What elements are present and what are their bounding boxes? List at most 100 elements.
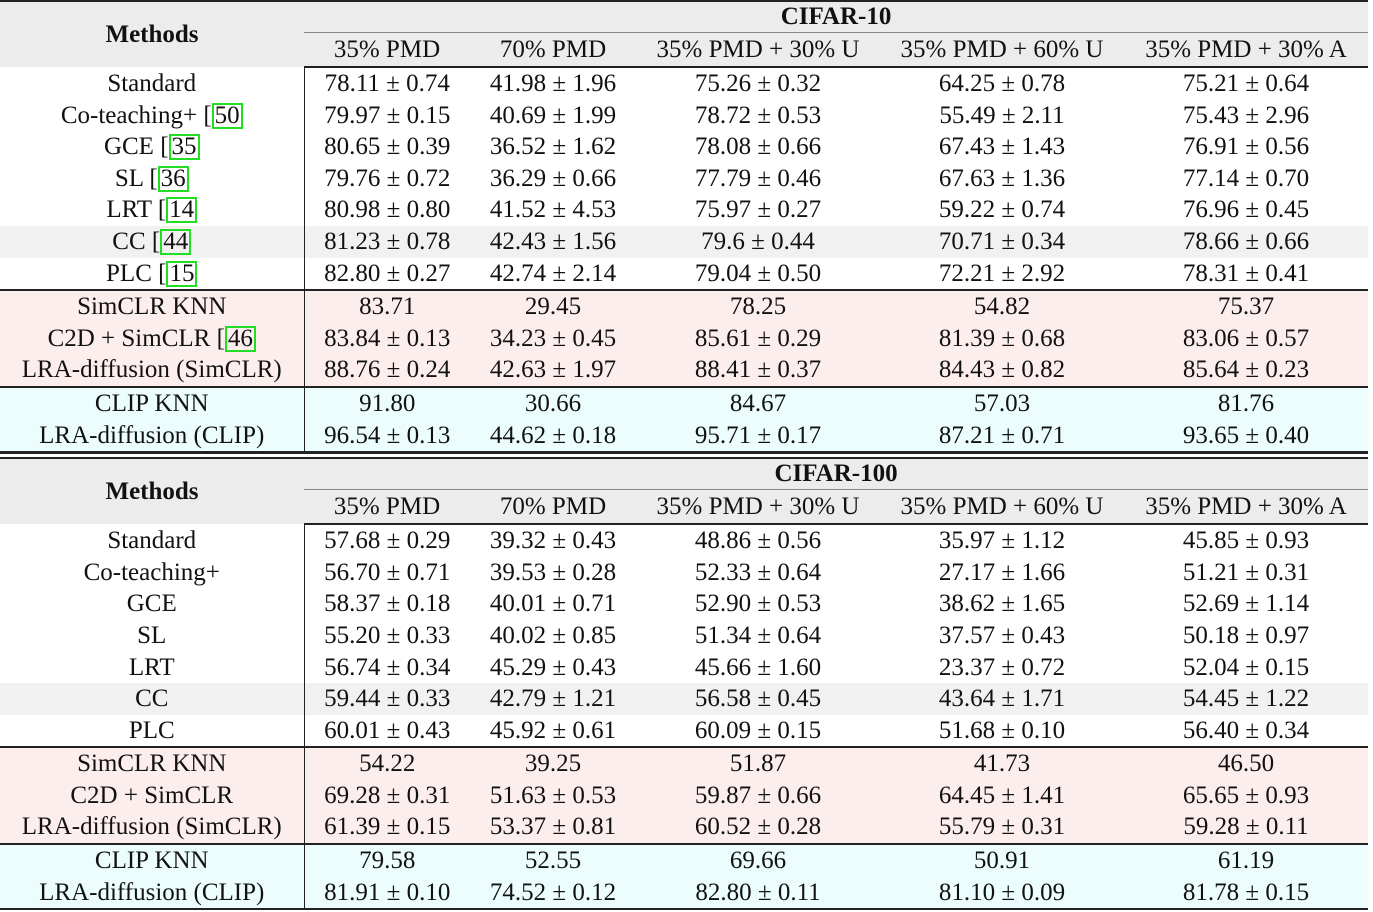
value-cell: 50.91 [880,843,1124,877]
value-cell: 75.37 [1124,289,1369,323]
value-cell: 45.85 ± 0.93 [1182,527,1310,555]
method-name: SimCLR KNN [77,293,227,321]
value-cell: 85.61 ± 0.29 [694,324,822,352]
value-cell: 53.37 ± 0.81 [489,813,617,841]
citation-link[interactable]: 14 [166,197,198,224]
value-cell: 81.23 ± 0.78 [324,227,451,255]
value-cell: 79.76 ± 0.72 [324,164,451,192]
table-row: SimCLR KNN 54.22 39.25 51.87 41.73 46.50 [0,746,1369,780]
table-row: LRA-diffusion (SimCLR) 88.76 ± 0.24 42.63 … [0,354,1369,387]
value-cell: 41.52 ± 4.53 [489,196,617,224]
methods-header: Methods [0,457,304,525]
value-cell: 51.63 ± 0.53 [489,781,617,809]
method-name: SL [137,621,167,649]
value-cell: 48.86 ± 0.56 [694,527,822,555]
column-header: 35% PMD + 60% U [880,489,1124,526]
value-cell: 36.29 ± 0.66 [489,164,617,192]
method-cell: GCE [35 [0,131,305,163]
value-cell: 29.45 [470,289,636,323]
value-cell: 83.71 [304,289,470,323]
value-cell: 59.87 ± 0.66 [694,781,822,809]
value-cell: 78.11 ± 0.74 [324,70,450,97]
table-row: SL 55.20 ± 0.33 40.02 ± 0.85 51.34 ± 0.64 37… [0,619,1368,652]
method-name: Co-teaching+ [83,558,220,586]
table-row: C2D + SimCLR [46 83.84 ± 0.13 34.23 ± 0.45… [0,322,1369,355]
value-cell: 67.63 ± 1.36 [938,164,1066,192]
cifar100-table: Methods CIFAR-100 35% PMD 70% PMD 35% PM… [0,457,1369,911]
column-header: 35% PMD + 60% U [880,32,1124,68]
value-cell: 36.52 ± 1.62 [489,133,617,161]
table-row: GCE [35 80.65 ± 0.39 36.52 ± 1.62 78.08 ± 0… [0,131,1368,163]
value-cell: 84.67 [636,385,880,420]
value-cell: 59.28 ± 0.11 [1183,813,1309,841]
value-cell: 54.82 [880,289,1124,323]
value-cell: 88.41 ± 0.37 [694,356,822,384]
value-cell: 30.66 [470,385,636,420]
method-name: PLC [128,716,175,744]
value-cell: 51.34 ± 0.64 [694,621,822,649]
value-cell: 55.20 ± 0.33 [324,621,451,649]
citation-link[interactable]: 36 [157,165,189,192]
method-cell: LRA-diffusion (SimCLR) [0,811,305,845]
method-cell: LRT [0,651,305,684]
value-cell: 79.6 ± 0.44 [701,227,815,255]
value-cell: 75.26 ± 0.32 [694,70,822,97]
value-cell: 44.62 ± 0.18 [470,419,636,454]
method-cell: CC [44 [0,225,305,258]
value-cell: 59.22 ± 0.74 [938,196,1066,224]
value-cell: 51.21 ± 0.31 [1182,558,1310,586]
value-cell: 41.73 [880,746,1124,780]
method-cell: CC [0,683,305,715]
value-cell: 93.65 ± 0.40 [1124,419,1369,454]
method-name: C2D + SimCLR [70,781,234,809]
citation-link[interactable]: 15 [166,260,198,287]
value-cell: 54.22 [304,746,470,780]
value-cell: 52.55 [470,843,636,877]
value-cell: 87.21 ± 0.71 [880,419,1124,454]
value-cell: 76.91 ± 0.56 [1182,133,1310,161]
method-cell: PLC [15 [0,257,305,291]
value-cell: 52.04 ± 0.15 [1182,653,1310,681]
method-cell: C2D + SimCLR [46 [0,322,305,355]
value-cell: 56.58 ± 0.45 [694,685,822,713]
cifar10-table: Methods CIFAR-10 35% PMD 70% PMD 35% PMD… [0,0,1369,454]
method-cell: LRA-diffusion (CLIP) [0,419,305,454]
value-cell: 80.98 ± 0.80 [324,196,451,224]
citation-link[interactable]: 44 [160,228,192,255]
value-cell: 45.66 ± 1.60 [694,653,822,681]
method-cell: PLC [0,714,305,748]
value-cell: 60.52 ± 0.28 [694,813,822,841]
value-cell: 46.50 [1124,746,1369,780]
value-cell: 56.70 ± 0.71 [324,558,451,586]
citation-link[interactable]: 50 [211,102,243,129]
table-row: Co-teaching+ 56.70 ± 0.71 39.53 ± 0.28 52.3… [0,556,1368,589]
value-cell: 85.64 ± 0.23 [1182,356,1310,384]
column-header: 70% PMD [470,489,636,526]
citation-link[interactable]: 46 [224,325,256,352]
citation-link[interactable]: 35 [168,134,200,161]
value-cell: 40.69 ± 1.99 [489,101,617,129]
value-cell: 67.43 ± 1.43 [938,133,1066,161]
value-cell: 74.52 ± 0.12 [470,876,636,911]
value-cell: 75.97 ± 0.27 [694,196,822,224]
table-row: LRT 56.74 ± 0.34 45.29 ± 0.43 45.66 ± 1.60 2… [0,651,1368,684]
value-cell: 43.64 ± 1.71 [938,685,1066,713]
value-cell: 82.80 ± 0.11 [636,876,880,911]
table-row: PLC 60.01 ± 0.43 45.92 ± 0.61 60.09 ± 0.15 5… [0,714,1368,748]
value-cell: 57.68 ± 0.29 [324,527,451,555]
method-name: Standard [107,526,197,554]
table-row: GCE 58.37 ± 0.18 40.01 ± 0.71 52.90 ± 0.53 3… [0,588,1368,620]
table-row: PLC [15 82.80 ± 0.27 42.74 ± 2.14 79.04 ± 0… [0,257,1368,291]
method-name: LRA-diffusion (SimCLR) [21,356,282,384]
value-cell: 40.02 ± 0.85 [489,621,617,649]
value-cell: 57.03 [880,385,1124,420]
value-cell: 61.39 ± 0.15 [324,813,451,841]
value-cell: 77.79 ± 0.46 [694,164,822,192]
method-name: GCE [126,590,177,618]
value-cell: 42.63 ± 1.97 [489,356,617,384]
method-name: GCE [ [103,133,169,161]
value-cell: 52.69 ± 1.14 [1182,590,1310,618]
clip-group: CLIP KNN 79.58 52.55 69.66 50.91 61.19 LRA-dif… [0,843,1369,911]
value-cell: 96.54 ± 0.13 [304,419,470,454]
